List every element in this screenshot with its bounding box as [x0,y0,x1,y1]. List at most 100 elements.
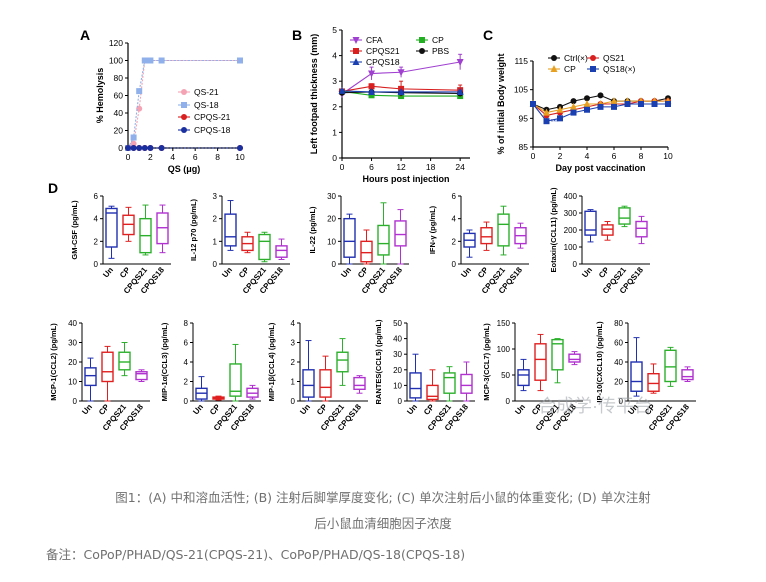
y-tick-label: 40 [68,319,77,328]
box [275,245,288,258]
y-tick-label: 0 [291,397,296,406]
data-point [147,57,154,64]
figure-caption-line1: 图1：(A) 中和溶血活性; (B) 注射后脚掌厚度变化; (C) 单次注射后小… [115,490,651,505]
data-point [611,103,617,110]
y-axis-label: IL-12 p70 (pg/mL) [189,198,198,261]
y-tick-label: 80 [114,73,124,83]
data-point [530,101,536,107]
x-tick-label: 12 [396,162,406,172]
y-axis-label: Left footpad thickness (mm) [309,34,319,155]
box [343,217,356,258]
y-tick-label: 300 [564,209,578,218]
group-label: Un [191,402,205,416]
series-line [341,61,461,95]
y-tick-label: 80 [614,319,623,328]
box [534,343,547,381]
legend-label: QS-18 [194,100,219,110]
data-point [570,109,577,116]
x-axis-label: Hours post injection [362,174,449,184]
y-axis-label: MIP-1β(CCL4) (pg/mL) [267,322,276,401]
y-tick-label: 0 [73,397,78,406]
data-point [130,140,137,147]
group-label: CP [476,265,490,280]
x-tick-label: 2 [558,151,563,161]
legend-label: CFA [366,35,383,45]
x-tick-label: 0 [126,152,131,162]
x-tick-label: 4 [170,152,175,162]
y-tick-label: 10 [393,381,402,390]
y-axis-label: IFN-γ (pg/mL) [428,205,437,254]
box [353,376,366,391]
box [84,367,97,387]
y-tick-label: 100 [497,345,511,354]
legend-marker [590,66,596,72]
legend-label: QS18(×) [603,64,636,74]
data-point [130,145,137,151]
group-label: CP [237,265,251,280]
y-tick-label: 40 [393,335,402,344]
y-tick-label: 100 [564,243,578,252]
y-tick-label: 50 [393,319,402,328]
box [630,361,643,392]
y-tick-label: 2 [291,358,296,367]
y-tick-label: 0 [213,260,218,269]
y-tick-label: 2 [213,215,218,224]
data-point [584,95,590,102]
panel-letter-b: B [292,27,302,43]
data-point [125,145,131,151]
y-tick-label: 20 [114,126,124,136]
panel-letter-a: A [80,27,90,43]
box [360,240,373,263]
y-tick-label: 120 [109,38,123,48]
box [635,220,648,238]
group-label: Un [405,402,419,416]
y-tick-label: 50 [501,371,510,380]
y-tick-label: 40 [114,108,124,118]
box [118,351,131,371]
legend-label: CPQS18 [366,57,400,67]
y-tick-label: 0 [398,397,403,406]
y-axis-label: Eotaxin(CCL11) (pg/mL) [549,187,558,273]
y-axis-label: GM-CSF (pg/mL) [70,200,79,260]
y-axis-label: MCP-1(CCL2) (pg/mL) [49,323,58,401]
y-tick-label: 200 [564,226,578,235]
data-point [610,97,618,105]
y-tick-label: 100 [109,56,123,66]
y-tick-label: 30 [68,339,77,348]
box [601,224,614,236]
data-point [543,118,550,125]
series-line [341,90,461,93]
x-tick-label: 6 [193,152,198,162]
box [497,213,510,247]
data-point [597,103,604,110]
y-tick-label: 20 [327,215,336,224]
y-tick-label: 3 [332,76,337,86]
group-label: CP [118,265,132,280]
data-point [570,102,577,110]
legend-label: CP [432,35,444,45]
data-point [597,92,604,99]
y-tick-label: 95 [519,113,529,123]
box [647,373,660,392]
box [664,349,677,383]
box [584,210,597,236]
y-axis-label: % Hemolysis [95,68,105,124]
box [135,371,148,381]
y-tick-label: 0 [332,260,337,269]
y-tick-label: 0 [94,260,99,269]
y-tick-label: 30 [393,350,402,359]
y-tick-label: 0 [184,397,189,406]
data-point [368,87,376,95]
y-tick-label: 20 [393,366,402,375]
y-tick-label: 3 [213,192,218,201]
x-tick-label: 0 [531,151,536,161]
watermark-text: 合成学·传平台 [538,396,652,416]
legend-marker [590,55,596,61]
group-label: Un [298,402,312,416]
legend-marker [353,48,359,54]
y-axis-label: % of initial Body weight [496,53,506,154]
group-label: CP [97,402,111,417]
series-line [341,85,461,92]
y-tick-label: 4 [332,51,337,61]
